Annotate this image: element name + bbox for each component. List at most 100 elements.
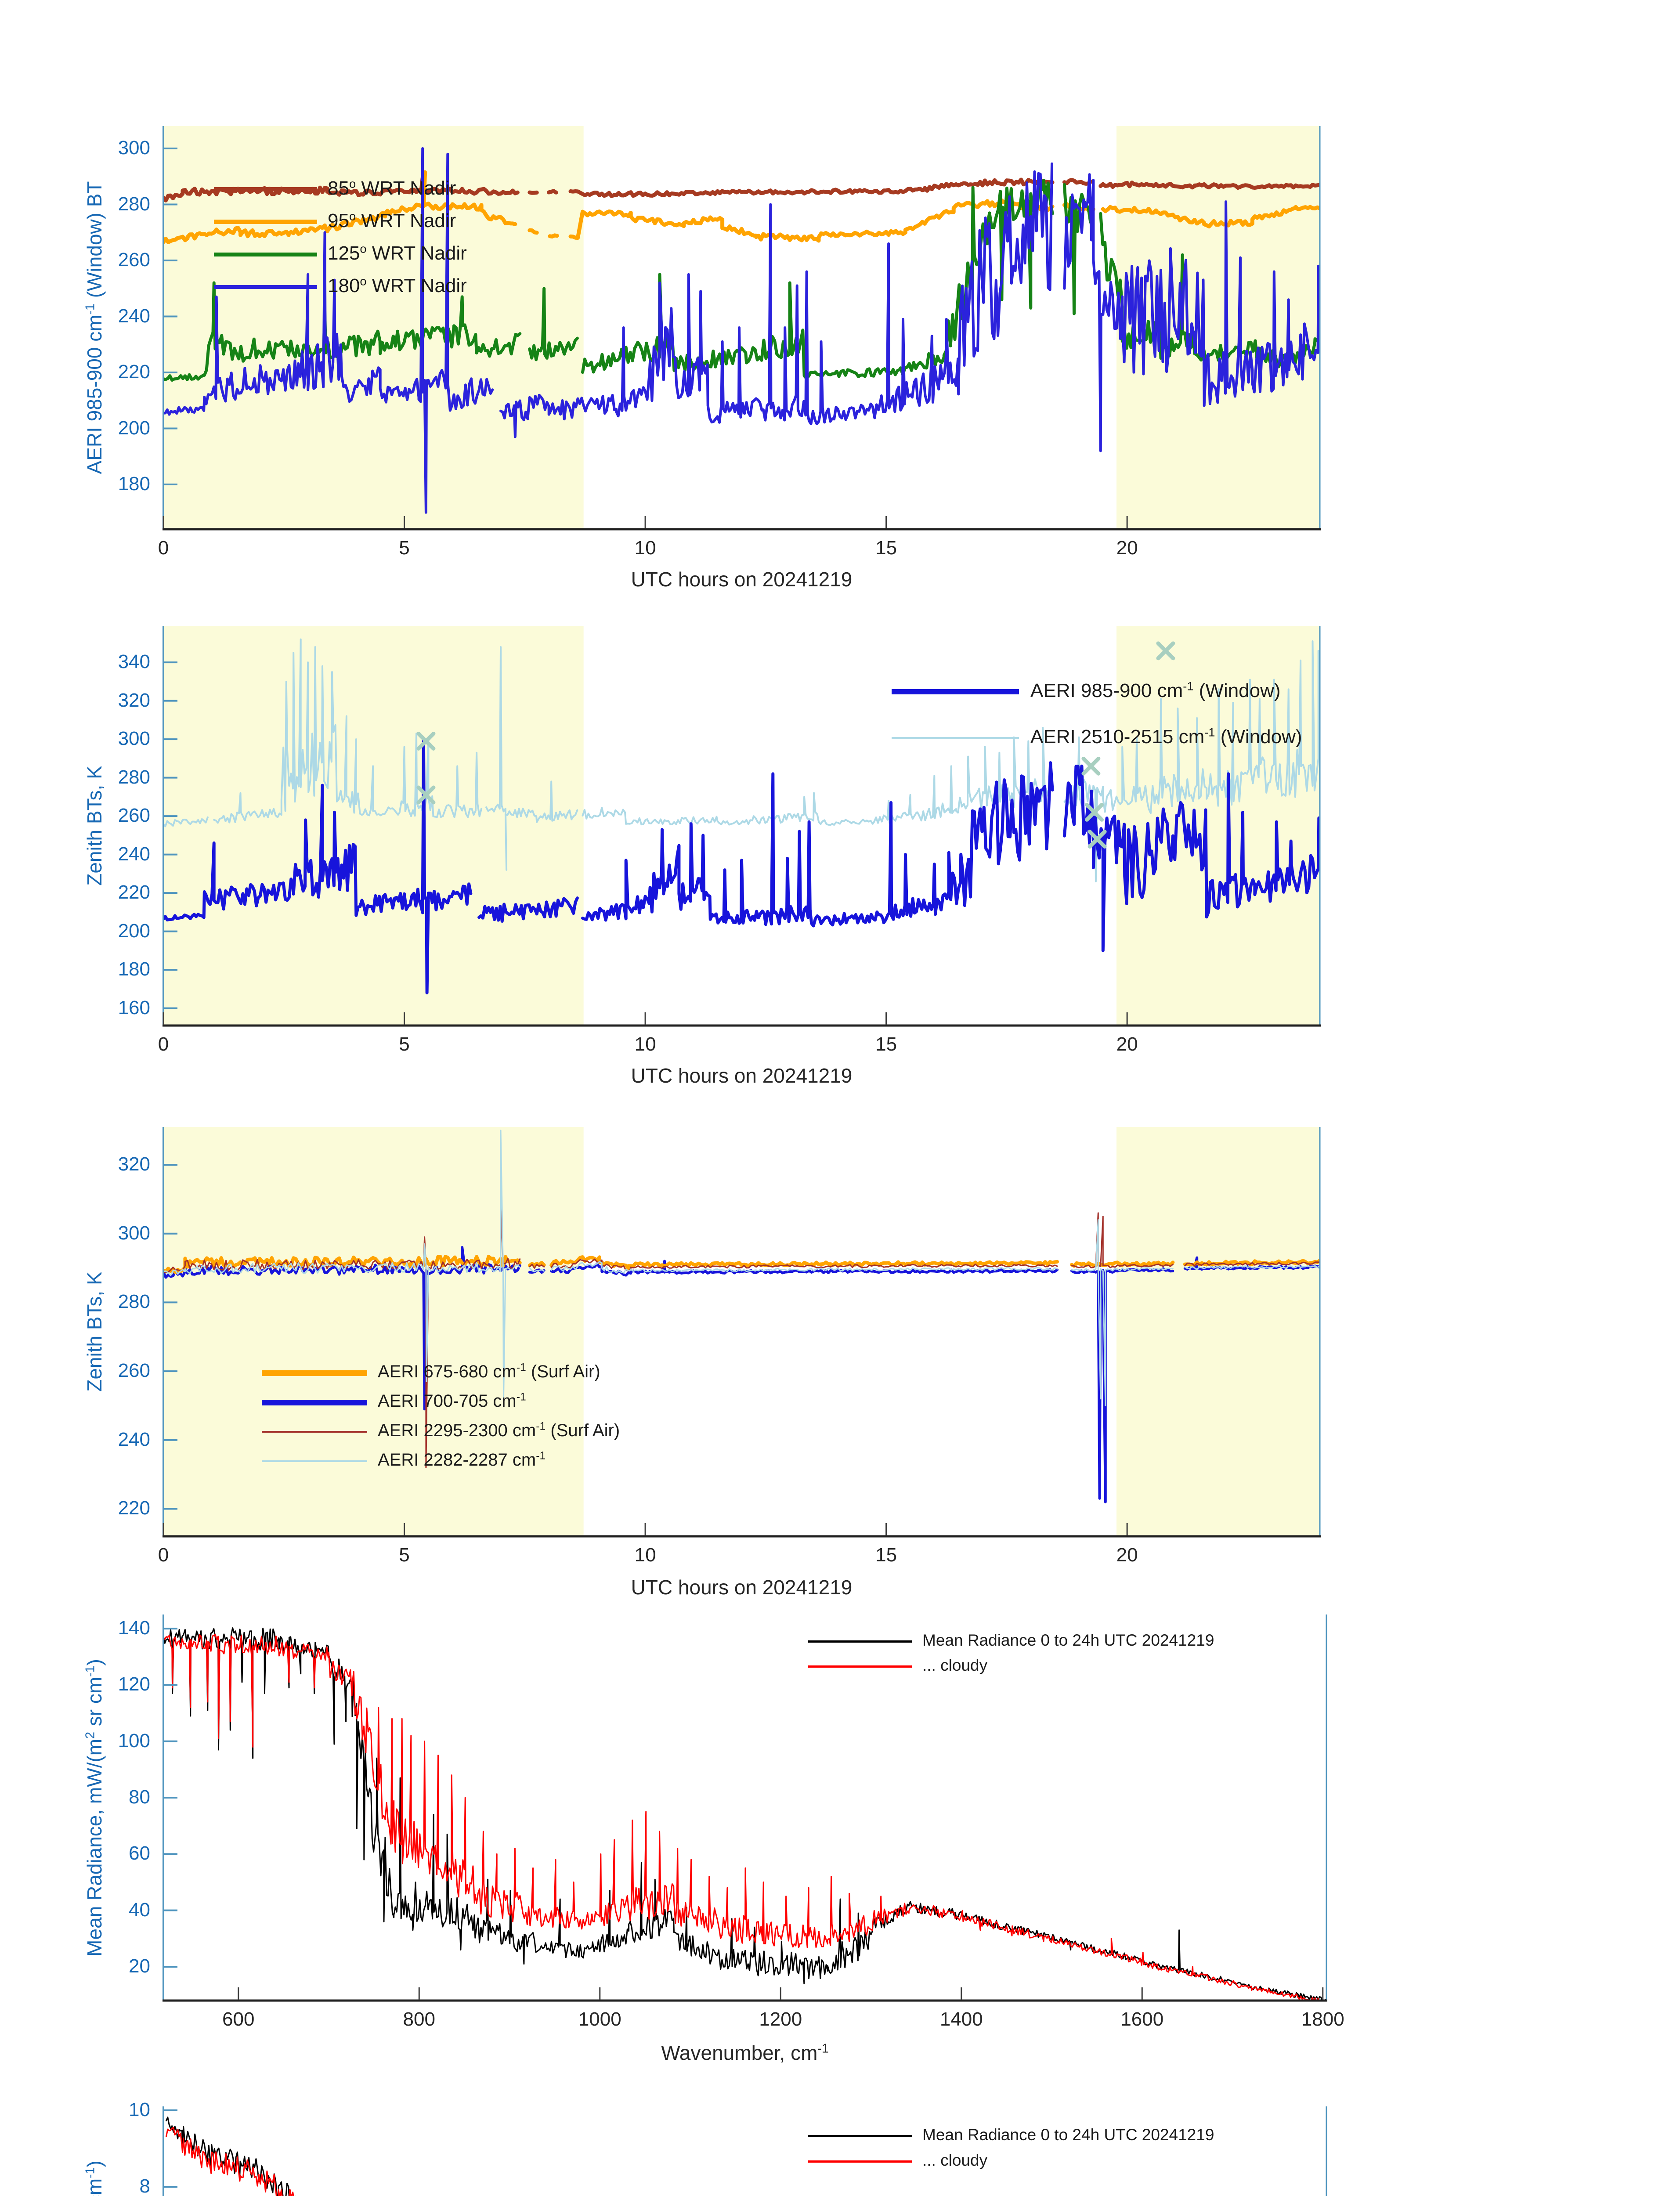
x-marker-zenith-window-bt-0 [416,732,436,751]
y-tick-label: 8 [139,2175,150,2196]
y-tick-label: 220 [118,1497,150,1519]
legend-line-nadir-window-bt-180-wrt-nadir [214,285,317,289]
x-tick-label: 20 [1116,537,1138,559]
y-tick-label: 260 [118,805,150,827]
series-line-nadir-window-bt-95-wrt-nadir [163,170,1320,244]
series-line-zenith-co2-bt-aeri-2282-2287 [163,1130,1320,1406]
y-tick-label: 10 [129,2098,150,2120]
x-tick-label: 5 [399,1033,410,1055]
panel-zenith-window-bt [163,626,1321,1027]
legend-label-nadir-window-bt-180-wrt-nadir: 180o WRT Nadir [328,274,467,296]
y-tick-label: 200 [118,920,150,942]
x-tick-label: 5 [399,537,410,559]
shaded-band-zenith-window-bt-0 [163,626,584,1026]
x-axis-label-zenith-co2-bt: UTC hours on 20241219 [631,1576,853,1599]
x-tick-label: 800 [403,2008,435,2030]
legend-line-zenith-co2-bt-aeri-2282-2287 [262,1460,367,1462]
x-axis-label-zenith-window-bt: UTC hours on 20241219 [631,1064,853,1087]
legend-line-mean-radiance-500-1800-mean-radiance-clear [808,1640,912,1643]
x-tick-label: 600 [222,2008,255,2030]
x-tick-label: 0 [158,537,169,559]
legend-label-zenith-co2-bt-aeri-700-705: AERI 700-705 cm-1 [378,1391,526,1411]
shaded-band-zenith-co2-bt-1 [1116,1127,1320,1536]
panel-mean-radiance-500-1800 [163,1614,1327,2002]
series-line-nadir-window-bt-180-wrt-nadir [163,147,1320,514]
legend-line-zenith-window-bt-aeri-985-900-window [892,689,1019,694]
x-marker-zenith-window-bt-2 [1081,756,1101,776]
x-tick-label: 15 [875,537,897,559]
y-tick-label: 40 [129,1899,150,1921]
x-tick-label: 1800 [1301,2008,1344,2030]
legend-label-zenith-co2-bt-aeri-675-680-surf-air: AERI 675-680 cm-1 (Surf Air) [378,1362,600,1382]
x-marker-zenith-window-bt-3 [1085,802,1104,822]
legend-line-nadir-window-bt-85-wrt-nadir [214,187,317,191]
x-tick-label: 15 [875,1033,897,1055]
panel-mean-radiance-1800-3000 [163,2106,1327,2196]
x-tick-label: 10 [634,1544,656,1566]
legend-line-zenith-co2-bt-aeri-675-680-surf-air [262,1370,367,1376]
series-line-zenith-window-bt-aeri-2510-2515-window [163,638,1319,882]
y-tick-label: 280 [118,766,150,788]
y-tick-label: 260 [118,249,150,271]
x-marker-zenith-window-bt-1 [416,785,436,805]
series-line-zenith-co2-bt-aeri-2295-2300-surf-air [163,1205,1320,1468]
legend-line-zenith-window-bt-aeri-2510-2515-window [892,737,1019,739]
legend-label-zenith-co2-bt-aeri-2282-2287: AERI 2282-2287 cm-1 [378,1450,546,1470]
y-axis-label-nadir-window-bt: AERI 985-900 cm-1 (Window) BT [83,181,106,474]
x-tick-label: 1000 [578,2008,621,2030]
series-line-zenith-window-bt-aeri-985-900-window [163,737,1320,995]
x-marker-zenith-window-bt-5 [1156,641,1175,661]
y-tick-label: 140 [118,1617,150,1639]
legend-label-mean-radiance-500-1800-mean-radiance-clear: Mean Radiance 0 to 24h UTC 20241219 [922,1631,1214,1650]
y-tick-label: 160 [118,997,150,1019]
y-axis-label-zenith-co2-bt: Zenith BTs, K [83,1271,106,1392]
legend-line-mean-radiance-1800-3000-mean-radiance-clear [808,2135,912,2137]
legend-line-mean-radiance-500-1800-mean-radiance-cloudy [808,1665,912,1668]
x-tick-label: 10 [634,537,656,559]
legend-line-nadir-window-bt-125-wrt-nadir [214,252,317,256]
legend-line-zenith-co2-bt-aeri-2295-2300-surf-air [262,1431,367,1433]
legend-label-zenith-window-bt-aeri-985-900-window: AERI 985-900 cm-1 (Window) [1030,679,1281,701]
y-tick-label: 280 [118,1291,150,1313]
y-tick-label: 20 [129,1955,150,1977]
x-tick-label: 5 [399,1544,410,1566]
y-tick-label: 260 [118,1360,150,1382]
y-tick-label: 280 [118,193,150,215]
y-tick-label: 300 [118,1222,150,1244]
y-tick-label: 80 [129,1786,150,1808]
series-line-mean-radiance-500-1800-mean-radiance-cloudy [163,1634,1321,2001]
series-line-mean-radiance-500-1800-mean-radiance-clear [163,1627,1326,2001]
y-tick-label: 340 [118,651,150,673]
legend-label-nadir-window-bt-125-wrt-nadir: 125o WRT Nadir [328,242,467,264]
x-tick-label: 20 [1116,1033,1138,1055]
x-tick-label: 1200 [759,2008,802,2030]
x-tick-label: 1400 [939,2008,983,2030]
y-tick-label: 200 [118,417,150,439]
x-tick-label: 20 [1116,1544,1138,1566]
shaded-band-zenith-co2-bt-0 [163,1127,584,1536]
y-tick-label: 220 [118,881,150,903]
x-tick-label: 0 [158,1544,169,1566]
y-tick-label: 240 [118,1428,150,1450]
y-axis-label-zenith-window-bt: Zenith BTs, K [83,766,106,886]
y-tick-label: 240 [118,305,150,327]
y-tick-label: 240 [118,843,150,865]
y-tick-label: 180 [118,473,150,495]
legend-line-mean-radiance-1800-3000-mean-radiance-cloudy [808,2160,912,2163]
x-tick-label: 15 [875,1544,897,1566]
legend-label-mean-radiance-500-1800-mean-radiance-cloudy: ... cloudy [922,1656,988,1675]
legend-label-zenith-co2-bt-aeri-2295-2300-surf-air: AERI 2295-2300 cm-1 (Surf Air) [378,1420,620,1441]
y-tick-label: 320 [118,1153,150,1175]
y-axis-label-mean-radiance-500-1800: Mean Radiance, mW/(m2 sr cm-1) [83,1658,106,1957]
legend-label-zenith-window-bt-aeri-2510-2515-window: AERI 2510-2515 cm-1 (Window) [1030,725,1302,748]
y-tick-label: 180 [118,958,150,980]
series-line-zenith-co2-bt-aeri-675-680-surf-air [163,1254,1320,1274]
legend-label-mean-radiance-1800-3000-mean-radiance-clear: Mean Radiance 0 to 24h UTC 20241219 [922,2126,1214,2144]
legend-label-nadir-window-bt-85-wrt-nadir: 85o WRT Nadir [328,177,456,199]
y-tick-label: 100 [118,1730,150,1752]
y-axis-label-mean-radiance-1800-3000: Mean Radiance, mW/(m2 sr cm-1) [83,2160,106,2196]
x-axis-label-nadir-window-bt: UTC hours on 20241219 [631,568,853,591]
x-marker-zenith-window-bt-4 [1087,830,1107,849]
series-line-nadir-window-bt-85-wrt-nadir [163,176,1320,202]
